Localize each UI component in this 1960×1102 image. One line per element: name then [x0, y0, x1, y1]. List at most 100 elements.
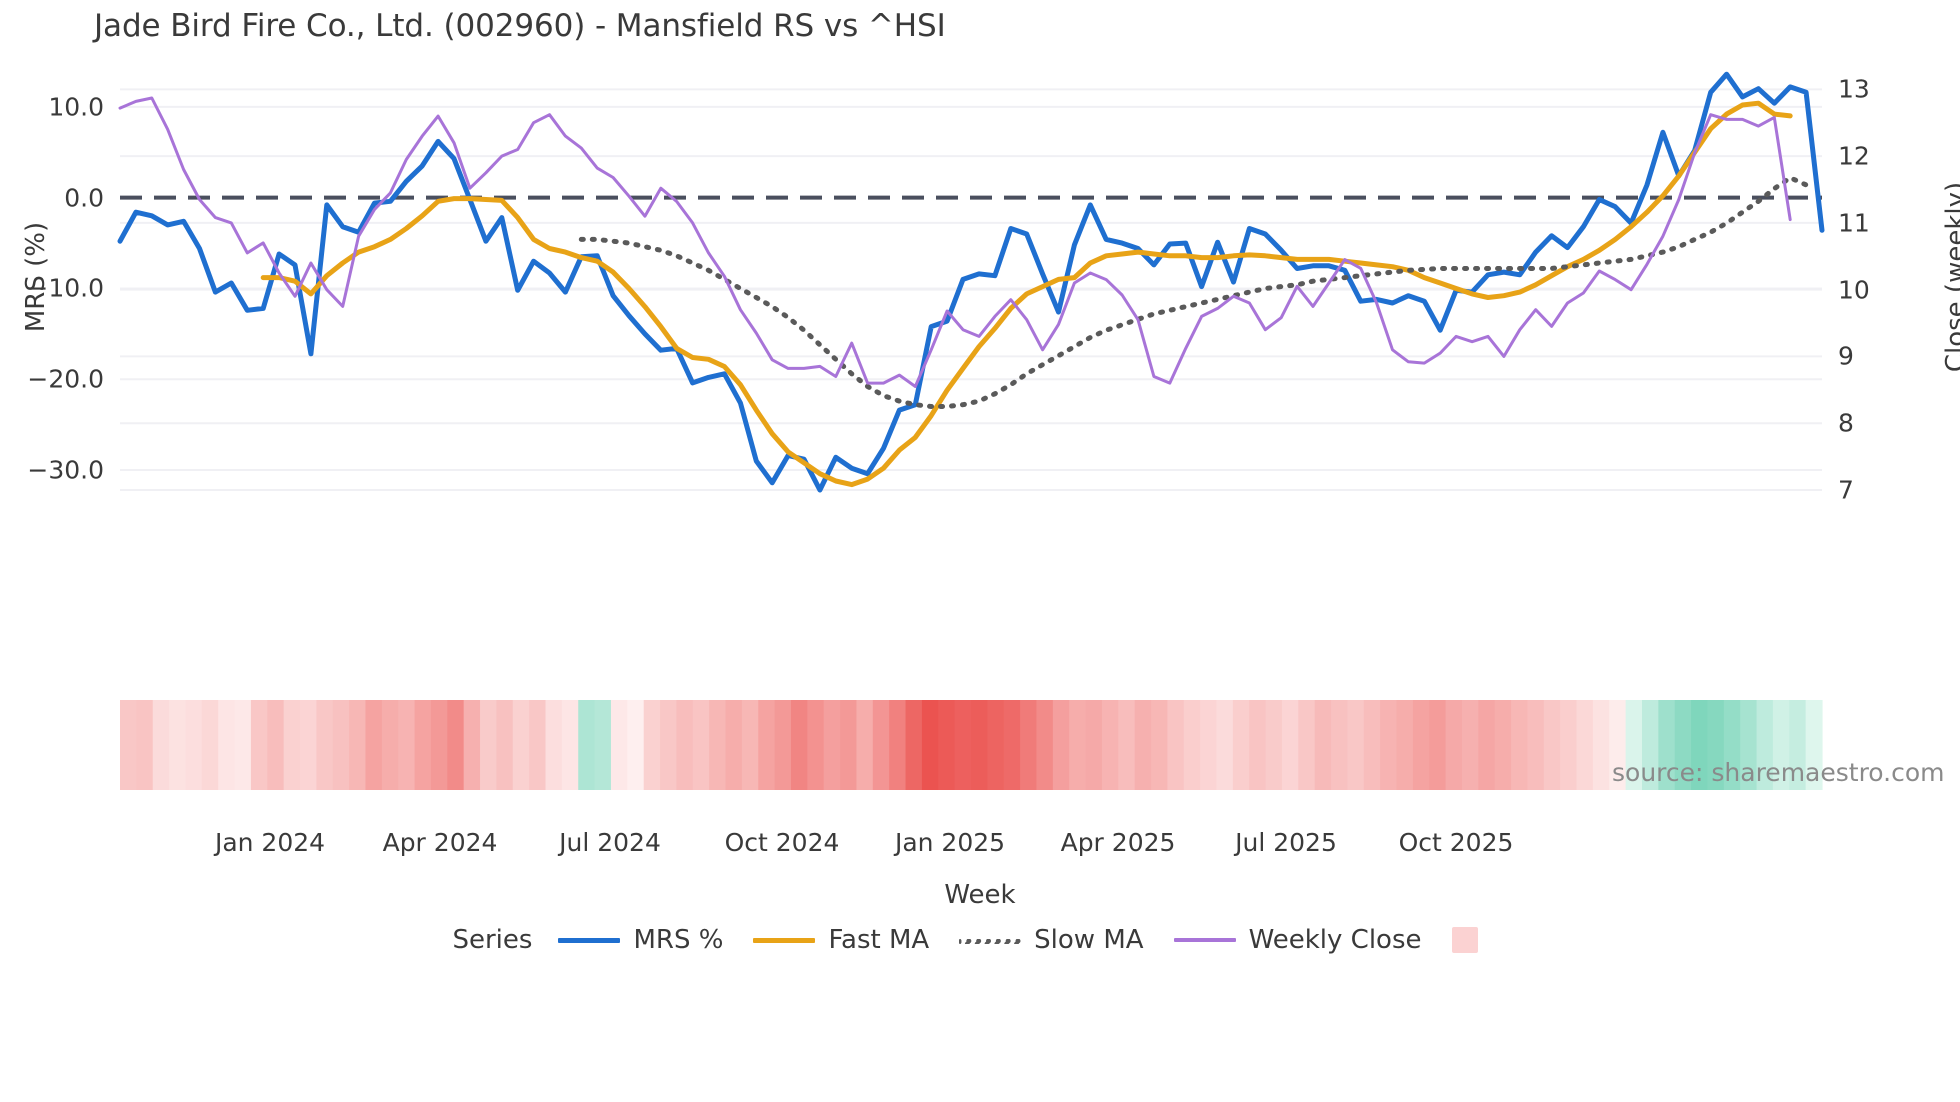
legend-item-heat-patch[interactable] — [1451, 927, 1478, 953]
heatmap-cell — [1085, 700, 1103, 790]
legend-item-mrs[interactable]: MRS % — [558, 925, 723, 955]
heatmap-cell — [790, 700, 808, 790]
heatmap-cell — [741, 700, 759, 790]
heatmap-cell — [1249, 700, 1267, 790]
heatmap-cell — [610, 700, 628, 790]
heatmap-cell — [987, 700, 1005, 790]
x-tick-label: Oct 2025 — [1398, 828, 1514, 857]
heatmap-cell — [1756, 700, 1774, 790]
heatmap-cell — [1363, 700, 1381, 790]
heatmap-cell — [627, 700, 645, 790]
y-tick-label-left: −10.0 — [27, 273, 104, 303]
x-tick-label: Jan 2024 — [214, 828, 326, 857]
heatmap-cell — [267, 700, 285, 790]
heatmap-cell — [905, 700, 923, 790]
legend-swatch-slow-ma — [959, 938, 1022, 944]
heatmap-cell — [381, 700, 399, 790]
y-tick-label-right: 7 — [1838, 475, 1854, 505]
heatmap-cell — [1331, 700, 1349, 790]
heatmap-cell — [1576, 700, 1594, 790]
heatmap-cell — [1298, 700, 1316, 790]
heatmap-cell — [234, 700, 252, 790]
heatmap-cell — [169, 700, 187, 790]
x-tick-label: Jul 2025 — [1235, 828, 1337, 857]
heatmap-cell — [430, 700, 448, 790]
heatmap-cell — [1789, 700, 1807, 790]
y-tick-label-left: 10.0 — [48, 92, 104, 122]
heatmap-cell — [938, 700, 956, 790]
heatmap-cell — [152, 700, 170, 790]
heatmap-cell — [1445, 700, 1463, 790]
heatmap-cell — [840, 700, 858, 790]
y-tick-label-left: −20.0 — [27, 364, 104, 394]
heatmap-cell — [1560, 700, 1578, 790]
heatmap-cell — [1707, 700, 1725, 790]
heatmap-cell — [889, 700, 907, 790]
heatmap-cell — [725, 700, 743, 790]
legend-item-fast-ma[interactable]: Fast MA — [753, 925, 929, 955]
heatmap-cell — [1641, 700, 1659, 790]
heatmap-cell — [218, 700, 236, 790]
heatmap-cell — [594, 700, 612, 790]
heatmap-cell — [1281, 700, 1299, 790]
heatmap-cell — [660, 700, 678, 790]
heatmap-cell — [1347, 700, 1365, 790]
heatmap-cell — [365, 700, 383, 790]
legend-label-mrs: MRS % — [633, 925, 724, 955]
heatmap-cell — [971, 700, 988, 790]
heatmap-cell — [120, 700, 137, 790]
heatmap-cell — [709, 700, 727, 790]
legend-item-slow-ma[interactable]: Slow MA — [959, 925, 1144, 955]
heatmap-cell — [1101, 700, 1119, 790]
heatmap-cell — [1232, 700, 1250, 790]
heatmap-cell — [561, 700, 579, 790]
legend-item-weekly-close[interactable]: Weekly Close — [1173, 925, 1422, 955]
heatmap-cell — [1723, 700, 1741, 790]
heatmap-cell — [512, 700, 530, 790]
heatmap-cell — [250, 700, 268, 790]
heatmap-cell — [1805, 700, 1823, 790]
y-tick-label-right: 13 — [1838, 74, 1870, 104]
heatmap-cell — [1020, 700, 1038, 790]
heatmap-cell — [316, 700, 334, 790]
heatmap-cell — [349, 700, 367, 790]
heatmap-cell — [872, 700, 890, 790]
heatmap-cell — [1592, 700, 1610, 790]
heatmap-cell — [1429, 700, 1447, 790]
heatmap-cell — [1134, 700, 1152, 790]
slow-ma-line — [578, 175, 1809, 409]
heatmap-cell — [1674, 700, 1692, 790]
heatmap-cell — [300, 700, 317, 790]
heatmap-cell — [1036, 700, 1054, 790]
heatmap-cell — [480, 700, 498, 790]
heatmap-cell — [529, 700, 547, 790]
heatmap-cell — [1478, 700, 1496, 790]
heatmap-cell — [283, 700, 301, 790]
x-tick-label: Apr 2025 — [1060, 828, 1176, 857]
heatmap-cell — [1380, 700, 1398, 790]
y-tick-label-left: −30.0 — [27, 455, 104, 485]
heatmap-cell — [1543, 700, 1561, 790]
weekly-close-line — [118, 96, 1792, 388]
heatmap-cell — [463, 700, 481, 790]
heatmap-cell — [856, 700, 874, 790]
heatmap-cell — [758, 700, 776, 790]
heatmap-cell — [1511, 700, 1529, 790]
x-tick-label: Jul 2024 — [559, 828, 661, 857]
legend-swatch-heat-patch — [1451, 927, 1478, 953]
heatmap-cell — [1772, 700, 1790, 790]
y-tick-label-right: 10 — [1838, 275, 1870, 305]
heatmap-cell — [1691, 700, 1709, 790]
heatmap-cell — [954, 700, 972, 790]
heatmap-cell — [1609, 700, 1627, 790]
heatmap-cell — [1052, 700, 1070, 790]
heatmap-cell — [1625, 700, 1643, 790]
heatmap-cell — [545, 700, 563, 790]
legend-label-fast-ma: Fast MA — [828, 925, 930, 955]
source-attribution: source: sharemaestro.com — [1612, 758, 1945, 787]
fast-ma-line — [260, 100, 1793, 488]
legend-swatch-mrs — [558, 937, 621, 943]
heatmap-cell — [1314, 700, 1332, 790]
legend-label-weekly-close: Weekly Close — [1248, 925, 1422, 955]
